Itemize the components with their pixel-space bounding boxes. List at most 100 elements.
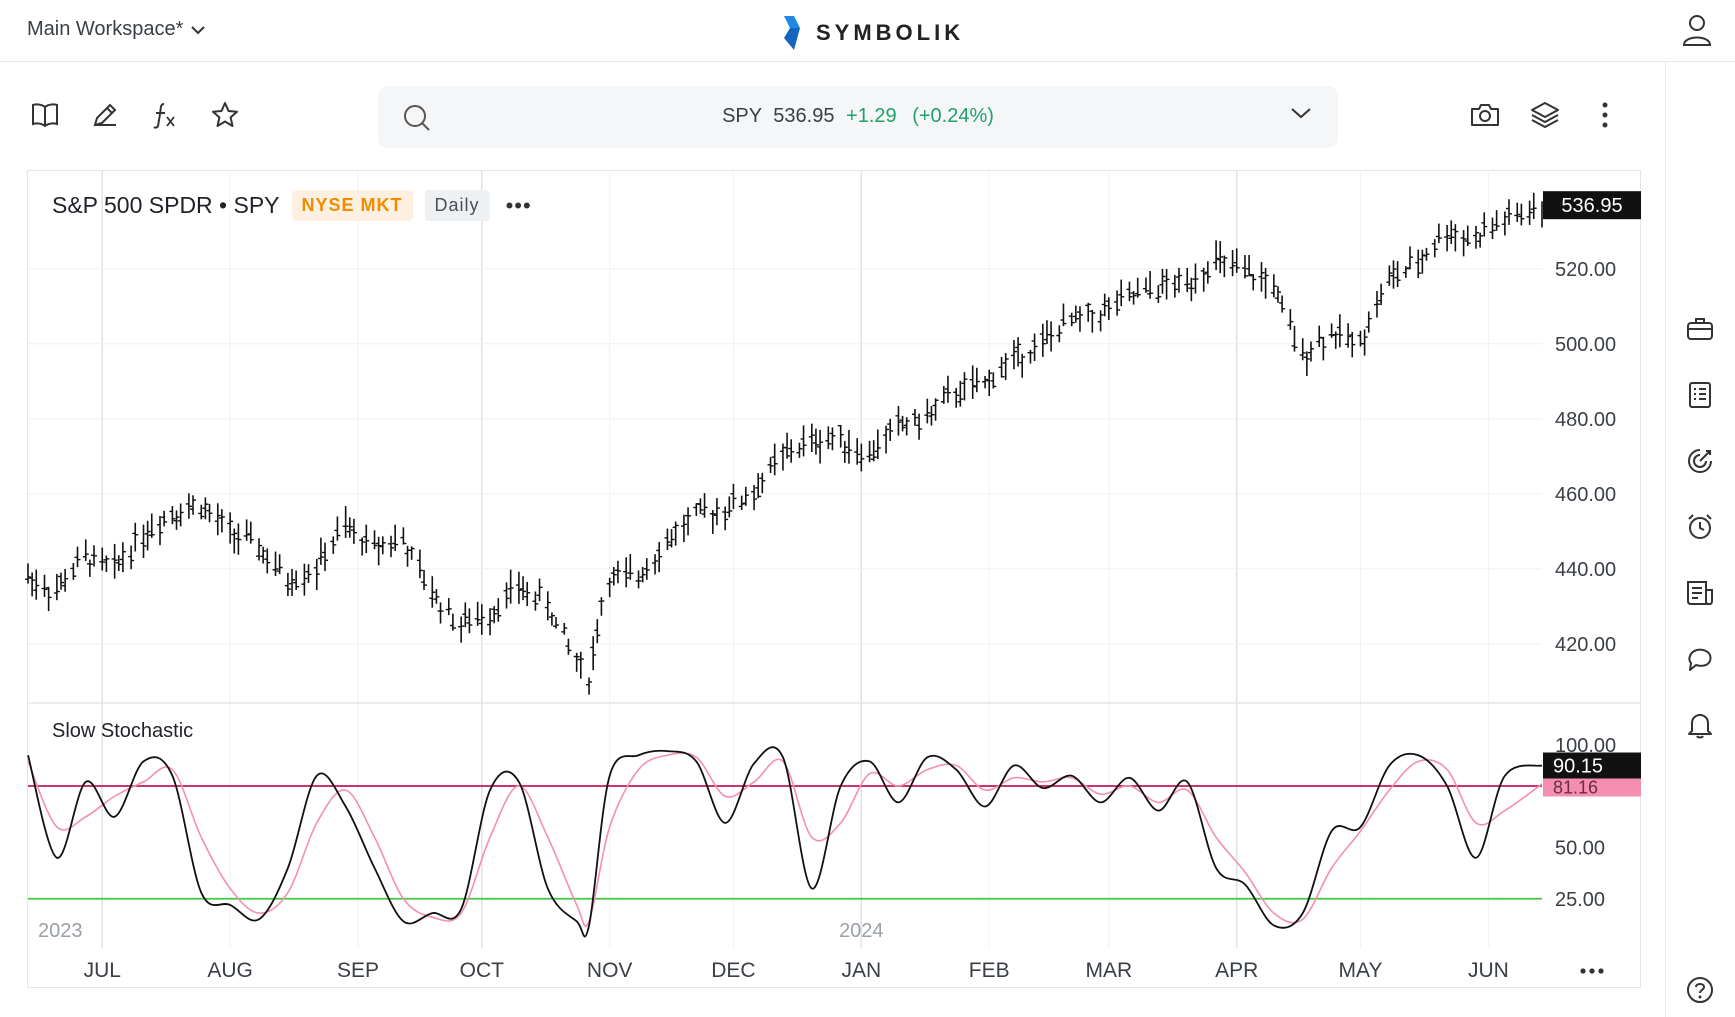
month-tick-label: NOV (587, 959, 633, 982)
axis-more-button[interactable] (1580, 968, 1604, 974)
ohlc-bar (771, 443, 778, 476)
stochastic-tick-label: 50.00 (1555, 838, 1605, 860)
ohlc-bar (62, 568, 69, 592)
chevron-down-icon[interactable] (1290, 106, 1312, 120)
ohlc-bar (1159, 268, 1166, 294)
ohlc-bar (680, 514, 687, 543)
ohlc-bar (363, 524, 370, 554)
quote-change-percent: (+0.24%) (912, 105, 994, 127)
month-tick-label: AUG (207, 959, 253, 982)
ohlc-bar (656, 542, 663, 573)
ohlc-bar (82, 539, 89, 562)
ohlc-bar (1262, 267, 1269, 299)
ohlc-bar (1048, 321, 1055, 352)
ohlc-bar (140, 524, 147, 559)
ohlc-bar (1142, 277, 1149, 293)
sidebar-item-chat[interactable] (1684, 643, 1716, 675)
bell-icon (1688, 714, 1712, 739)
sidebar-item-signals[interactable] (1684, 445, 1716, 477)
layers-button[interactable] (1528, 98, 1562, 132)
ohlc-bar (866, 440, 873, 463)
brand-logo[interactable]: SYMBOLIK (780, 14, 964, 52)
search-icon (404, 105, 430, 131)
sidebar-item-news[interactable] (1684, 577, 1716, 609)
sidebar-item-watchlist[interactable] (1684, 379, 1716, 411)
stochastic-k-line (27, 746, 1543, 938)
workspace-selector[interactable]: Main Workspace* (27, 18, 206, 41)
exchange-badge: NYSE MKT (291, 190, 413, 221)
ohlc-bar (1373, 290, 1380, 318)
ohlc-bar (1076, 306, 1083, 332)
ohlc-bar (235, 523, 242, 555)
ohlc-bar (218, 509, 225, 533)
month-tick-label: SEP (337, 959, 379, 982)
workspace-label: Main Workspace* (27, 18, 184, 40)
ohlc-bar (173, 510, 180, 530)
ohlc-bar (652, 554, 659, 575)
indicators-button[interactable] (148, 98, 182, 132)
ohlc-bar (1089, 309, 1096, 333)
ohlc-bar (169, 506, 176, 525)
ohlc-bar (1444, 224, 1451, 252)
user-account-button[interactable] (1682, 14, 1712, 51)
ohlc-bar (346, 517, 353, 538)
ohlc-bar (359, 537, 366, 556)
ohlc-bar (742, 486, 749, 506)
ohlc-bar (301, 563, 308, 596)
ohlc-bar (808, 423, 815, 453)
ohlc-bar (462, 602, 469, 628)
more-options-button[interactable] (1588, 98, 1622, 132)
ohlc-bar (272, 551, 279, 577)
ohlc-bar (1303, 351, 1310, 376)
price-tick-label: 420.00 (1555, 634, 1616, 656)
ohlc-bar (1221, 255, 1228, 278)
ohlc-bar (198, 504, 205, 520)
quote-summary: SPY 536.95 +1.29 (+0.24%) (378, 105, 1338, 128)
ohlc-bar (623, 557, 630, 588)
sidebar-item-alerts[interactable] (1684, 511, 1716, 543)
snapshot-button[interactable] (1468, 98, 1502, 132)
ohlc-bar (1518, 203, 1525, 226)
price-tick-label: 500.00 (1555, 334, 1616, 356)
ohlc-bar (177, 503, 184, 527)
ohlc-bar (58, 572, 65, 590)
ohlc-bar (293, 570, 300, 590)
ohlc-bar (796, 442, 803, 458)
symbol-search[interactable]: SPY 536.95 +1.29 (+0.24%) (378, 86, 1338, 148)
legend-more-button[interactable]: ••• (505, 192, 532, 218)
book-button[interactable] (28, 98, 62, 132)
ohlc-bar (986, 369, 993, 396)
ohlc-bar (1505, 199, 1512, 225)
ohlc-bar (887, 418, 894, 441)
ohlc-bar (726, 496, 733, 518)
ohlc-bar (334, 516, 341, 541)
sidebar-item-notifications[interactable] (1684, 709, 1716, 741)
ohlc-bar (916, 413, 923, 440)
chevron-down-icon (191, 25, 206, 34)
ohlc-bar (289, 568, 296, 596)
ohlc-bar (1246, 255, 1253, 277)
ohlc-bar (755, 473, 762, 499)
month-tick-label: MAR (1086, 959, 1133, 982)
ohlc-bar (594, 619, 601, 644)
ohlc-bar (86, 559, 93, 577)
ohlc-bar (317, 537, 324, 565)
ohlc-bar (685, 507, 692, 536)
sidebar-item-portfolio[interactable] (1684, 313, 1716, 345)
help-button[interactable] (1684, 974, 1716, 1006)
ohlc-bar (1452, 224, 1459, 252)
ohlc-bar (1460, 230, 1467, 257)
ohlc-bar (1043, 320, 1050, 345)
ohlc-bar (722, 506, 729, 531)
ohlc-bar (202, 497, 209, 520)
ohlc-bar (1526, 200, 1533, 225)
draw-button[interactable] (88, 98, 122, 132)
favorites-button[interactable] (208, 98, 242, 132)
price-tick-label: 520.00 (1555, 259, 1616, 281)
ohlc-bar (231, 528, 238, 554)
interval-badge[interactable]: Daily (424, 190, 490, 221)
ohlc-bar (247, 521, 254, 544)
ohlc-bar (1448, 220, 1455, 244)
ohlc-bar (404, 545, 411, 567)
